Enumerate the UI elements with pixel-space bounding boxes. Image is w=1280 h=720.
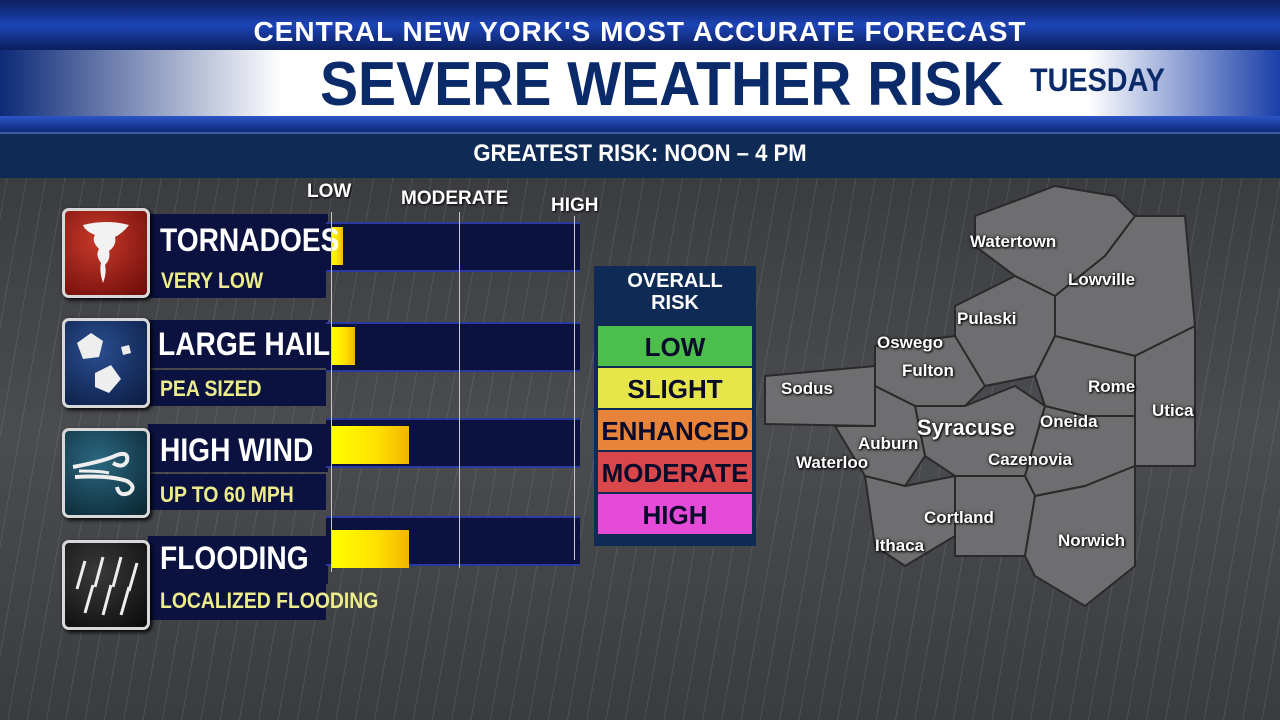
hail-track bbox=[326, 322, 580, 372]
city-label: Auburn bbox=[858, 434, 919, 453]
flooding-detail-bar bbox=[148, 584, 326, 620]
title-bar bbox=[0, 50, 1280, 116]
flooding-label: FLOODING bbox=[160, 540, 309, 576]
city-label: Utica bbox=[1152, 401, 1194, 420]
tornadoes-track bbox=[326, 222, 580, 272]
rain-icon bbox=[62, 540, 150, 630]
flooding-name-bar bbox=[148, 536, 328, 584]
wind-label: HIGH WIND bbox=[160, 432, 314, 468]
overall-high: HIGH bbox=[598, 494, 752, 534]
scale-moderate-label: MODERATE bbox=[401, 188, 509, 209]
top-banner bbox=[0, 0, 1280, 50]
wind-icon bbox=[62, 428, 150, 518]
city-label: Pulaski bbox=[957, 309, 1017, 328]
wind-name-bar bbox=[148, 424, 328, 472]
city-label: Cortland bbox=[924, 508, 994, 527]
hail-label: LARGE HAIL bbox=[158, 326, 331, 362]
overall-low: LOW bbox=[598, 326, 752, 366]
wind-level-fill bbox=[331, 426, 409, 464]
page-title: SEVERE WEATHER RISK bbox=[320, 50, 1004, 119]
hail-level-fill bbox=[331, 327, 356, 365]
overall-moderate: MODERATE bbox=[598, 452, 752, 492]
city-label: Sodus bbox=[781, 379, 833, 398]
hail-detail-bar bbox=[148, 370, 326, 406]
title-underline bbox=[0, 116, 1280, 132]
subtitle-text: GREATEST RISK: NOON – 4 PM bbox=[473, 140, 807, 167]
tornadoes-name-bar bbox=[148, 214, 328, 262]
top-banner-text: CENTRAL NEW YORK'S MOST ACCURATE FORECAS… bbox=[253, 16, 1027, 47]
city-label: Cazenovia bbox=[988, 450, 1073, 469]
city-label: Syracuse bbox=[917, 415, 1015, 440]
tornadoes-label: TORNADOES bbox=[160, 222, 340, 258]
county-map bbox=[764, 185, 1196, 607]
overall-slight: SLIGHT bbox=[598, 368, 752, 408]
wind-detail-bar bbox=[148, 474, 326, 510]
tornadoes-detail-bar bbox=[148, 262, 326, 298]
city-label: Fulton bbox=[902, 361, 954, 380]
overall-title-line1: OVERALL bbox=[627, 270, 723, 292]
scale-low-label: LOW bbox=[307, 181, 352, 202]
subtitle-bar bbox=[0, 132, 1280, 178]
scale-high-line bbox=[574, 216, 575, 560]
flooding-detail: LOCALIZED FLOODING bbox=[160, 588, 379, 613]
scale-high-label: HIGH bbox=[551, 195, 599, 216]
tornado-icon bbox=[62, 208, 150, 298]
tornadoes-level-fill bbox=[331, 227, 344, 265]
overall-title-line2: RISK bbox=[651, 292, 699, 314]
overall-enhanced: ENHANCED bbox=[598, 410, 752, 450]
hail-name-bar bbox=[148, 320, 328, 368]
city-label: Watertown bbox=[970, 232, 1057, 251]
city-label: Waterloo bbox=[796, 453, 869, 472]
scale-moderate-line bbox=[459, 212, 460, 568]
wind-detail: UP TO 60 MPH bbox=[160, 482, 294, 507]
city-label: Lowville bbox=[1068, 270, 1136, 289]
city-label: Norwich bbox=[1058, 531, 1126, 550]
city-label: Oneida bbox=[1040, 412, 1098, 431]
city-label: Ithaca bbox=[875, 536, 925, 555]
city-label: Rome bbox=[1088, 377, 1136, 396]
tornadoes-detail: VERY LOW bbox=[161, 268, 264, 293]
day-label: TUESDAY bbox=[1030, 62, 1165, 98]
scale-low-line bbox=[331, 212, 332, 572]
city-label: Oswego bbox=[877, 333, 944, 352]
overall-risk-title: OVERALL RISK bbox=[594, 270, 756, 314]
hail-detail: PEA SIZED bbox=[160, 376, 262, 401]
flooding-level-fill bbox=[331, 530, 409, 568]
hail-icon bbox=[62, 318, 150, 408]
